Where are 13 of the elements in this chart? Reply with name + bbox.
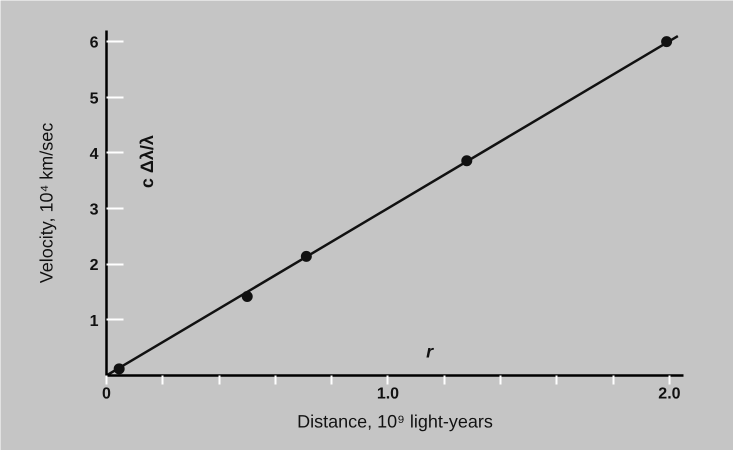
x-tick-label: 2.0	[658, 386, 681, 402]
x-tick-label: 0	[102, 386, 112, 402]
annotation: r	[426, 341, 434, 362]
annotation: c Δλ/λ	[136, 135, 157, 188]
x-tick-label: 1.0	[376, 386, 400, 402]
y-tick-label: 1	[90, 312, 99, 330]
y-tick-label: 2	[90, 257, 99, 274]
y-tick-label: 5	[90, 90, 99, 108]
y-tick-label: 3	[90, 202, 99, 219]
y-tick-label: 4	[90, 146, 99, 163]
x-axis-title: Distance, 10⁹ light-years	[297, 412, 493, 432]
y-axis-title: Velocity, 10⁴ km/sec	[36, 122, 57, 284]
y-tick-label: 6	[90, 34, 99, 52]
